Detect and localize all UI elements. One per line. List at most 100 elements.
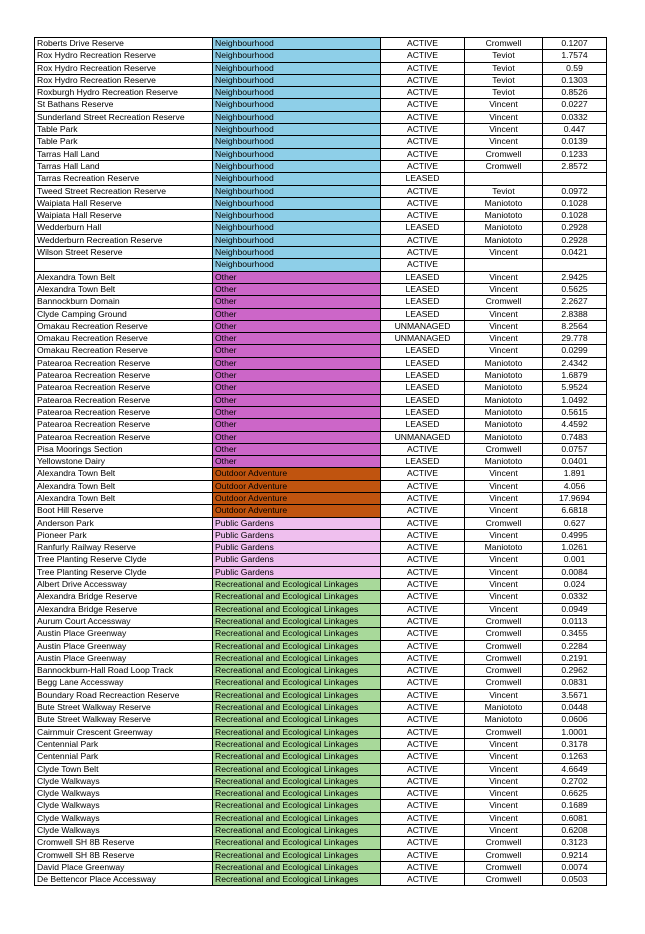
area-cell: Vincent <box>464 553 543 567</box>
size-cell: 4.6649 <box>542 762 607 776</box>
reserve-name-cell: Begg Lane Accessway <box>34 676 213 690</box>
size-cell: 0.9214 <box>542 848 607 862</box>
status-cell: ACTIVE <box>380 86 465 100</box>
category-cell: Neighbourhood <box>212 86 381 100</box>
area-cell: Vincent <box>464 491 543 506</box>
table-row: St Bathans Reserve Neighbourhood ACTIVE Vin… <box>34 98 607 112</box>
table-row: Tarras Recreation Reserve Neighbourhood LE… <box>34 172 607 186</box>
table-row: Neighbourhood ACTIVE <box>34 258 607 272</box>
size-cell: 2.8572 <box>542 159 607 174</box>
status-cell: UNMANAGED <box>380 430 465 444</box>
size-cell: 4.056 <box>542 479 607 493</box>
area-cell: Maniototo <box>464 356 543 371</box>
status-cell: ACTIVE <box>380 565 465 580</box>
status-cell: ACTIVE <box>380 233 465 248</box>
category-cell: Neighbourhood <box>212 172 381 186</box>
size-cell: 0.2962 <box>542 664 607 678</box>
table-row: Waipiata Hall Reserve Neighbourhood ACTIVE… <box>34 196 607 211</box>
reserve-name-cell: Ranfurly Railway Reserve <box>34 541 213 555</box>
category-cell: Public Gardens <box>212 565 381 580</box>
status-cell: ACTIVE <box>380 98 465 112</box>
table-row: Rox Hydro Recreation Reserve Neighbourhoo… <box>34 49 607 63</box>
area-cell: Vincent <box>464 332 543 346</box>
category-cell: Neighbourhood <box>212 221 381 235</box>
category-cell: Outdoor Adventure <box>212 491 381 506</box>
reserve-name-cell: Omakau Recreation Reserve <box>34 319 213 334</box>
status-cell: ACTIVE <box>380 762 465 776</box>
status-cell: ACTIVE <box>380 504 465 518</box>
table-row: Omakau Recreation Reserve Other UNMANAGED V… <box>34 319 607 334</box>
reserve-name-cell: Boundary Road Recreaction Reserve <box>34 688 213 703</box>
status-cell: LEASED <box>380 393 465 407</box>
area-cell: Teviot <box>464 73 543 88</box>
size-cell: 0.1207 <box>542 36 607 51</box>
table-row: Tarras Hall Land Neighbourhood ACTIVE Cromw… <box>34 147 607 161</box>
category-cell: Neighbourhood <box>212 159 381 174</box>
table-row: Rox Hydro Recreation Reserve Neighbourhoo… <box>34 73 607 88</box>
status-cell: ACTIVE <box>380 135 465 149</box>
size-cell: 0.7483 <box>542 430 607 444</box>
reserve-name-cell: Rox Hydro Recreation Reserve <box>34 61 213 75</box>
size-cell: 0.447 <box>542 123 607 137</box>
size-cell: 0.0831 <box>542 676 607 690</box>
reserve-name-cell: Austin Place Greenway <box>34 627 213 641</box>
area-cell: Vincent <box>464 504 543 518</box>
reserve-name-cell: Omakau Recreation Reserve <box>34 344 213 358</box>
area-cell: Maniototo <box>464 713 543 727</box>
reserve-name-cell: Patearoa Recreation Reserve <box>34 369 213 383</box>
status-cell: ACTIVE <box>380 123 465 137</box>
area-cell: Vincent <box>464 246 543 260</box>
reserve-table: Roberts Drive Reserve Neighbourhood ACTIVE… <box>34 36 607 887</box>
status-cell: ACTIVE <box>380 774 465 789</box>
category-cell: Neighbourhood <box>212 36 381 51</box>
reserve-name-cell: Pioneer Park <box>34 528 213 543</box>
table-row: Omakau Recreation Reserve Other LEASED Vinc… <box>34 344 607 358</box>
reserve-name-cell: Wedderburn Hall <box>34 221 213 235</box>
table-row: Clyde Walkways Recreational and Ecologica… <box>34 787 607 801</box>
table-body: Roberts Drive Reserve Neighbourhood ACTIVE… <box>34 36 607 887</box>
table-row: Clyde Camping Ground Other LEASED Vincent 2.… <box>34 307 607 321</box>
size-cell: 1.7574 <box>542 49 607 63</box>
reserve-name-cell: Wilson Street Reserve <box>34 246 213 260</box>
status-cell: ACTIVE <box>380 196 465 211</box>
reserve-name-cell: Bute Street Walkway Reserve <box>34 701 213 715</box>
status-cell: ACTIVE <box>380 651 465 666</box>
area-cell <box>464 258 543 272</box>
size-cell: 0.2928 <box>542 221 607 235</box>
table-row: Tarras Hall Land Neighbourhood ACTIVE Cromw… <box>34 159 607 174</box>
area-cell: Teviot <box>464 86 543 100</box>
size-cell: 8.2564 <box>542 319 607 334</box>
table-row: Bannockburn Domain Other LEASED Cromwell 2.2… <box>34 295 607 309</box>
size-cell: 0.0227 <box>542 98 607 112</box>
size-cell: 0.0448 <box>542 701 607 715</box>
size-cell: 0.024 <box>542 578 607 592</box>
area-cell: Teviot <box>464 61 543 75</box>
table-row: Clyde Town Belt Recreational and Ecologic… <box>34 762 607 776</box>
status-cell: ACTIVE <box>380 36 465 51</box>
status-cell: ACTIVE <box>380 110 465 125</box>
reserve-name-cell: Alexandra Town Belt <box>34 270 213 284</box>
size-cell <box>542 172 607 186</box>
status-cell: ACTIVE <box>380 184 465 198</box>
area-cell: Vincent <box>464 602 543 616</box>
size-cell: 1.0261 <box>542 541 607 555</box>
table-row: Alexandra Town Belt Outdoor Adventure ACTI… <box>34 491 607 506</box>
table-row: Boot Hill Reserve Outdoor Adventure ACTIVE… <box>34 504 607 518</box>
status-cell: ACTIVE <box>380 639 465 653</box>
size-cell: 17.9694 <box>542 491 607 506</box>
area-cell: Maniototo <box>464 209 543 223</box>
reserve-name-cell: Table Park <box>34 123 213 137</box>
category-cell: Neighbourhood <box>212 233 381 248</box>
category-cell: Recreational and Ecological Linkages <box>212 664 381 678</box>
size-cell: 0.1028 <box>542 209 607 223</box>
area-cell: Cromwell <box>464 725 543 739</box>
area-cell: Vincent <box>464 98 543 112</box>
size-cell: 0.0972 <box>542 184 607 198</box>
area-cell: Maniototo <box>464 221 543 235</box>
reserve-name-cell: Patearoa Recreation Reserve <box>34 381 213 395</box>
reserve-name-cell: Bannockburn Domain <box>34 295 213 309</box>
size-cell: 2.8388 <box>542 307 607 321</box>
reserve-name-cell: Clyde Walkways <box>34 787 213 801</box>
category-cell: Neighbourhood <box>212 123 381 137</box>
category-cell: Neighbourhood <box>212 61 381 75</box>
